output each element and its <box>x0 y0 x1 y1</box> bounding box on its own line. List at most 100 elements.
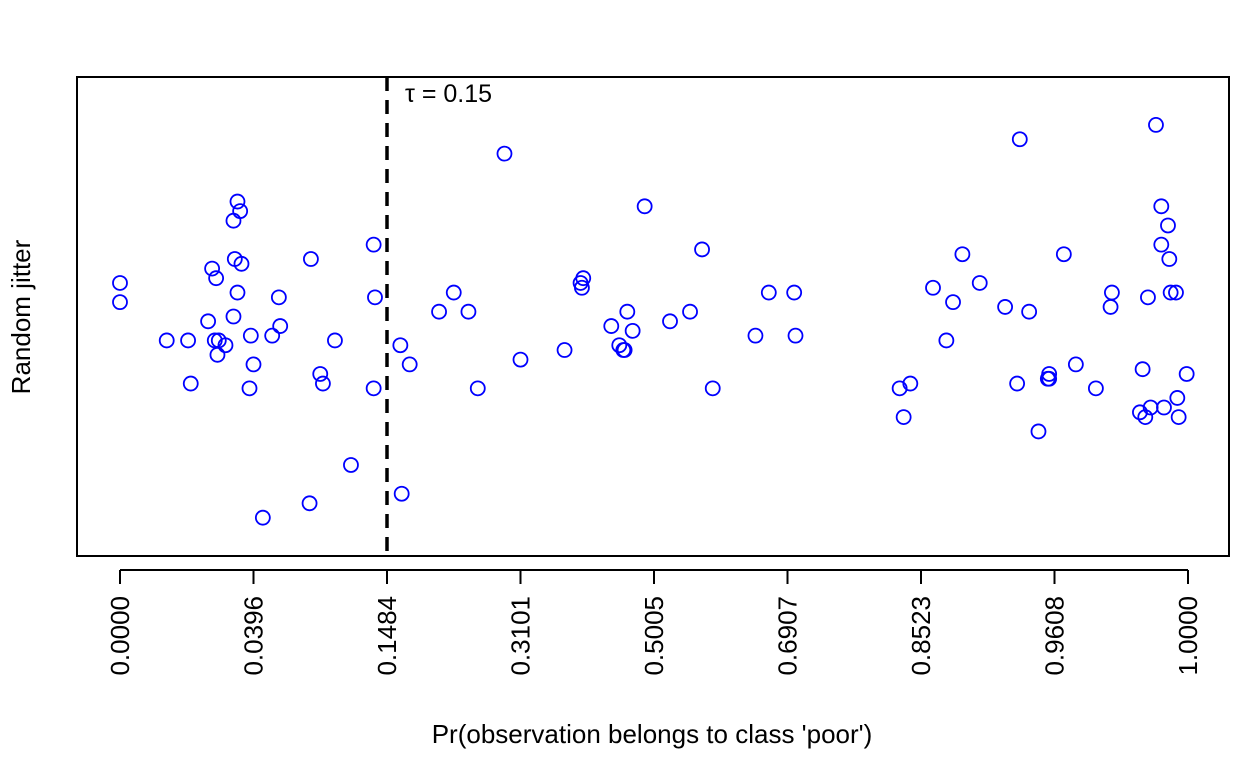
data-point <box>365 236 382 253</box>
data-point <box>1161 251 1178 267</box>
data-point <box>747 327 764 344</box>
data-point <box>445 284 462 301</box>
data-point <box>1009 375 1026 392</box>
data-point <box>158 332 175 349</box>
data-point <box>315 375 331 392</box>
data-point <box>925 279 941 296</box>
data-point <box>616 342 633 358</box>
data-point <box>301 495 318 512</box>
data-point <box>204 260 221 277</box>
data-point <box>242 327 259 344</box>
data-point <box>895 409 912 425</box>
data-point <box>303 251 319 267</box>
data-point <box>971 275 988 291</box>
data-point <box>1170 409 1187 425</box>
data-point <box>200 313 217 330</box>
data-point <box>1153 198 1170 215</box>
data-point <box>180 332 196 349</box>
data-point <box>574 279 590 296</box>
data-point <box>365 380 382 397</box>
data-point <box>1137 409 1154 425</box>
data-point <box>556 342 573 358</box>
data-point <box>1030 423 1047 440</box>
data-point <box>891 380 908 397</box>
data-point <box>401 356 418 373</box>
data-point <box>1104 284 1120 301</box>
data-point <box>112 294 128 311</box>
data-point <box>229 284 246 301</box>
data-point <box>662 313 678 330</box>
y-axis-label: Random jitter <box>6 239 36 394</box>
data-point <box>1087 380 1104 397</box>
data-point <box>902 375 919 392</box>
data-point <box>954 246 971 263</box>
data-point <box>208 270 225 287</box>
data-point <box>469 380 486 397</box>
data-point <box>575 270 592 287</box>
data-point <box>1160 217 1176 234</box>
data-point <box>245 356 262 373</box>
data-point <box>1067 356 1084 373</box>
data-point <box>1169 390 1186 406</box>
x-axis-label: Pr(observation belongs to class 'poor') <box>432 719 873 749</box>
data-point <box>1102 299 1119 315</box>
x-axis: 0.0000 0.0396 0.1484 0.3101 0.5005 0.6907 0.85… <box>105 569 1203 676</box>
data-point <box>272 318 289 334</box>
data-point <box>945 294 961 311</box>
data-point <box>1178 366 1195 382</box>
x-tick-label: 0.8523 <box>906 596 936 676</box>
data-point <box>182 375 199 392</box>
data-point <box>512 351 529 368</box>
data-point <box>225 308 242 325</box>
data-point <box>232 203 249 220</box>
data-point <box>603 318 620 334</box>
data-point <box>312 366 329 382</box>
data-point <box>1140 289 1156 306</box>
data-point <box>1156 399 1172 416</box>
data-point <box>704 380 721 397</box>
data-point <box>343 457 359 473</box>
data-point <box>611 337 628 354</box>
data-point <box>225 212 242 229</box>
data-point <box>997 299 1014 315</box>
data-point <box>682 303 698 320</box>
data-point <box>1055 246 1072 263</box>
data-point <box>233 255 250 272</box>
data-point <box>619 303 636 320</box>
data-point <box>1162 284 1179 301</box>
data-point <box>327 332 343 349</box>
data-point <box>393 485 410 502</box>
x-tick-label: 0.3101 <box>506 596 536 676</box>
data-point <box>1041 366 1058 382</box>
x-tick-label: 0.6907 <box>773 596 803 676</box>
data-point <box>264 327 281 344</box>
data-point <box>1132 404 1148 421</box>
x-tick-label: 0.5005 <box>639 596 669 676</box>
data-point <box>938 332 955 349</box>
data-point <box>392 337 409 354</box>
data-point <box>209 346 226 363</box>
data-point <box>460 303 477 320</box>
data-point <box>1134 361 1151 378</box>
data-point <box>786 284 803 301</box>
x-tick-label: 0.0396 <box>239 596 269 676</box>
data-point <box>624 322 641 339</box>
data-point <box>241 380 258 397</box>
data-point <box>1021 303 1038 320</box>
data-points <box>112 117 1195 526</box>
data-point <box>254 509 271 526</box>
plot-frame <box>76 76 1230 557</box>
data-point <box>1041 370 1058 387</box>
data-point <box>1148 117 1164 133</box>
data-point <box>636 198 653 215</box>
data-point <box>1168 284 1184 301</box>
data-point <box>270 289 287 306</box>
data-point <box>760 284 777 301</box>
data-point <box>229 193 246 210</box>
data-point <box>217 337 234 354</box>
data-point <box>367 289 383 306</box>
data-point <box>112 275 128 291</box>
x-tick-label: 1.0000 <box>1173 596 1203 676</box>
data-point <box>1153 236 1170 253</box>
